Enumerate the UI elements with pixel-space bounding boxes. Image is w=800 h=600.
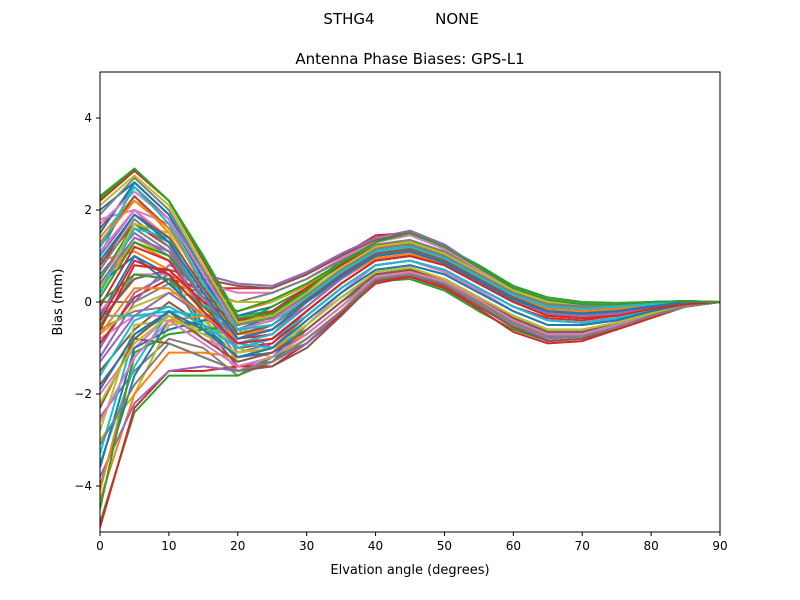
x-tick-label: 10 <box>161 539 176 553</box>
series-line <box>100 167 720 320</box>
x-axis: 0 10 20 30 40 50 60 70 80 90 <box>96 532 728 553</box>
x-tick-label: 20 <box>230 539 245 553</box>
x-tick-label: 80 <box>643 539 658 553</box>
chart-title: Antenna Phase Biases: GPS-L1 <box>295 50 524 68</box>
y-axis-label: Bias (mm) <box>51 269 66 336</box>
series-line <box>100 264 720 390</box>
series-line <box>100 266 720 404</box>
x-tick-label: 60 <box>506 539 521 553</box>
y-tick-label: −4 <box>74 479 92 493</box>
x-tick-label: 30 <box>299 539 314 553</box>
antenna-name: STHG4 <box>323 10 374 28</box>
series-line <box>100 273 720 446</box>
y-tick-label: 2 <box>84 203 92 217</box>
x-tick-label: 70 <box>575 539 590 553</box>
series-layer <box>100 167 720 528</box>
series-line <box>100 213 720 340</box>
x-tick-label: 0 <box>96 539 104 553</box>
series-line <box>100 275 720 528</box>
series-line <box>100 271 720 423</box>
series-line <box>100 255 720 345</box>
x-axis-label: Elvation angle (degrees) <box>330 563 489 578</box>
y-tick-label: 0 <box>84 295 92 309</box>
x-tick-label: 40 <box>368 539 383 553</box>
y-axis: −4 −2 0 2 4 <box>74 111 100 493</box>
x-tick-label: 50 <box>437 539 452 553</box>
series-line <box>100 186 720 331</box>
series-line <box>100 259 720 377</box>
y-tick-label: −2 <box>74 387 92 401</box>
x-tick-label: 90 <box>712 539 727 553</box>
radome-name: NONE <box>435 10 479 28</box>
y-tick-label: 4 <box>84 111 92 125</box>
